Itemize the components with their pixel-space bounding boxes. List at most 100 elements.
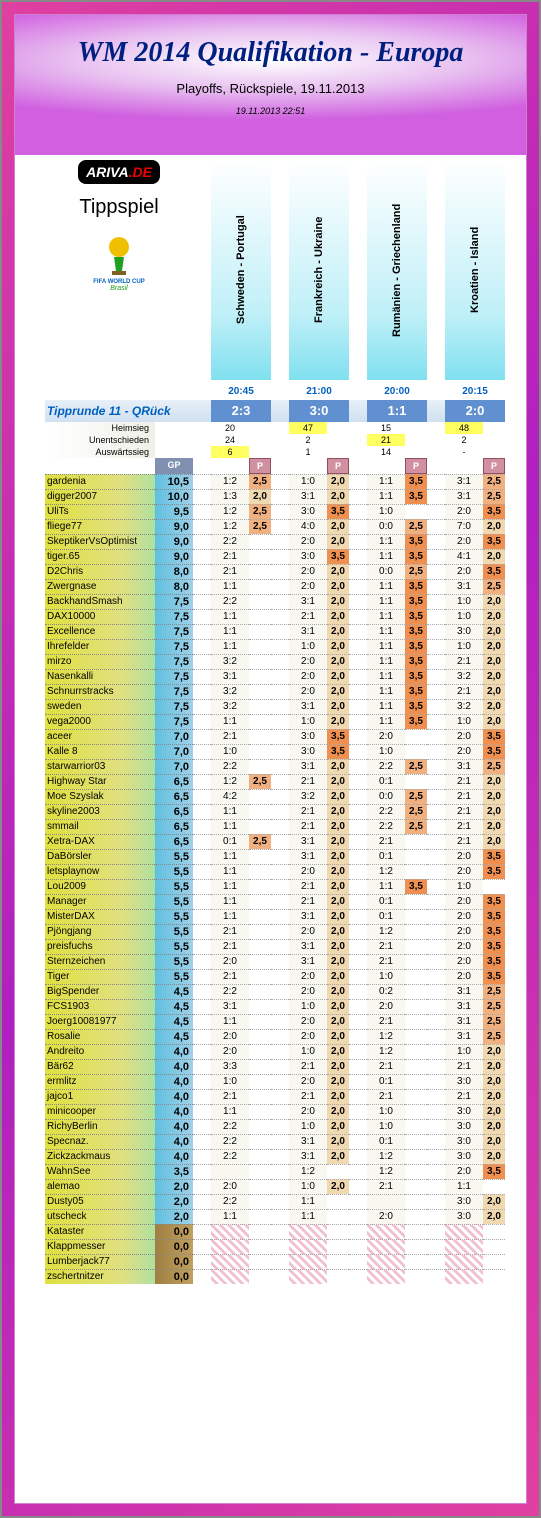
gap <box>211 458 249 474</box>
tip-38-0: 2:0 <box>211 1044 249 1059</box>
pts-7-3: 2,5 <box>483 579 505 594</box>
gap <box>349 534 367 549</box>
tip-36-2: 2:1 <box>367 1014 405 1029</box>
player-gp-18: 7,0 <box>155 744 193 759</box>
pts-15-2: 3,5 <box>405 699 427 714</box>
pts-36-0 <box>249 1014 271 1029</box>
match-time-3: 20:15 <box>445 380 505 400</box>
gap <box>327 422 349 434</box>
tip-8-2: 1:1 <box>367 594 405 609</box>
pts-4-1: 2,0 <box>327 534 349 549</box>
gap <box>271 744 289 759</box>
gap <box>349 969 367 984</box>
tip-2-1: 3:0 <box>289 504 327 519</box>
tip-16-0: 1:1 <box>211 714 249 729</box>
tippspiel-label: Tippspiel <box>45 196 193 219</box>
pts-50-0 <box>249 1224 271 1239</box>
gap <box>427 939 445 954</box>
tip-37-3: 3:1 <box>445 1029 483 1044</box>
gap <box>445 458 483 474</box>
tip-40-2: 0:1 <box>367 1074 405 1089</box>
gap <box>271 849 289 864</box>
gap <box>271 1269 289 1284</box>
gap <box>193 984 211 999</box>
gap <box>271 1104 289 1119</box>
tip-20-0: 1:2 <box>211 774 249 789</box>
player-name-6: D2Chris <box>45 564 155 579</box>
tip-37-2: 1:2 <box>367 1029 405 1044</box>
pts-26-2 <box>405 864 427 879</box>
gap <box>427 864 445 879</box>
player-name-37: Rosalie <box>45 1029 155 1044</box>
gap <box>271 864 289 879</box>
player-name-0: gardenia <box>45 474 155 489</box>
player-name-27: Lou2009 <box>45 879 155 894</box>
pts-13-3: 2,0 <box>483 669 505 684</box>
gap <box>349 939 367 954</box>
tip-15-3: 3:2 <box>445 699 483 714</box>
player-name-23: smmail <box>45 819 155 834</box>
pts-20-2 <box>405 774 427 789</box>
pts-39-3: 2,0 <box>483 1059 505 1074</box>
gap <box>349 669 367 684</box>
gap <box>271 489 289 504</box>
player-gp-28: 5,5 <box>155 894 193 909</box>
gap <box>193 1119 211 1134</box>
gap <box>193 1059 211 1074</box>
tip-49-3: 3:0 <box>445 1209 483 1224</box>
tip-2-0: 1:2 <box>211 504 249 519</box>
gap <box>427 954 445 969</box>
gap <box>349 434 367 446</box>
gap <box>271 1239 289 1254</box>
gap <box>193 729 211 744</box>
tip-1-1: 3:1 <box>289 489 327 504</box>
match-header-3: Kroatien - Island <box>445 160 505 380</box>
pts-23-0 <box>249 819 271 834</box>
gap <box>249 434 271 446</box>
pts-11-1: 2,0 <box>327 639 349 654</box>
tip-20-1: 2:1 <box>289 774 327 789</box>
pts-40-0 <box>249 1074 271 1089</box>
gap <box>349 624 367 639</box>
tip-53-0 <box>211 1269 249 1284</box>
pts-4-0 <box>249 534 271 549</box>
player-gp-43: 4,0 <box>155 1119 193 1134</box>
tip-11-3: 1:0 <box>445 639 483 654</box>
gap <box>271 1164 289 1179</box>
gap <box>349 1224 367 1239</box>
gap <box>193 999 211 1014</box>
tip-3-3: 7:0 <box>445 519 483 534</box>
tip-3-1: 4:0 <box>289 519 327 534</box>
pts-20-0: 2,5 <box>249 774 271 789</box>
player-name-28: Manager <box>45 894 155 909</box>
gap <box>193 1029 211 1044</box>
gap <box>271 1179 289 1194</box>
gap <box>427 434 445 446</box>
gap <box>427 1089 445 1104</box>
gap <box>327 434 349 446</box>
gap <box>349 564 367 579</box>
gap <box>193 744 211 759</box>
gap <box>271 1224 289 1239</box>
tip-0-2: 1:1 <box>367 474 405 489</box>
tip-39-2: 2:1 <box>367 1059 405 1074</box>
tip-20-3: 2:1 <box>445 774 483 789</box>
pts-15-1: 2,0 <box>327 699 349 714</box>
pts-43-0 <box>249 1119 271 1134</box>
pts-44-2 <box>405 1134 427 1149</box>
gap <box>349 699 367 714</box>
player-name-7: Zwergnase <box>45 579 155 594</box>
gap <box>349 954 367 969</box>
tip-24-1: 3:1 <box>289 834 327 849</box>
gap <box>349 1134 367 1149</box>
tip-23-2: 2:2 <box>367 819 405 834</box>
player-name-39: Bär62 <box>45 1059 155 1074</box>
tip-22-1: 2:1 <box>289 804 327 819</box>
player-gp-37: 4,5 <box>155 1029 193 1044</box>
gap <box>271 534 289 549</box>
tip-36-3: 3:1 <box>445 1014 483 1029</box>
tip-13-3: 3:2 <box>445 669 483 684</box>
pts-32-2 <box>405 954 427 969</box>
pts-47-1: 2,0 <box>327 1179 349 1194</box>
gap <box>193 894 211 909</box>
